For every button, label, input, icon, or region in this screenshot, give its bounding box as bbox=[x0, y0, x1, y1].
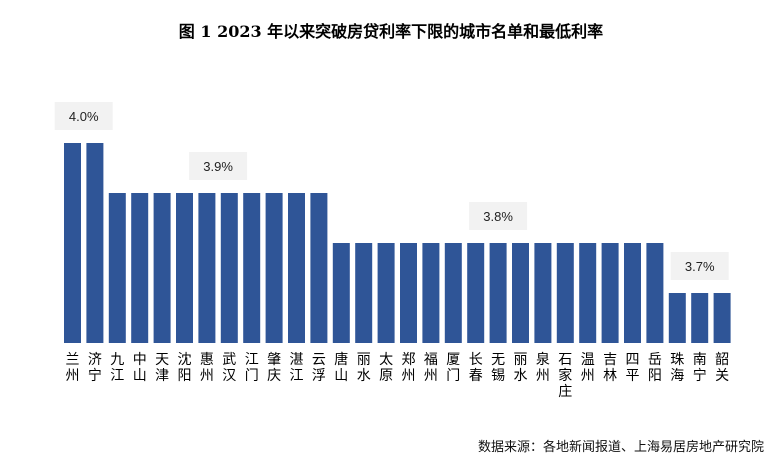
category-label: 沈阳 bbox=[178, 352, 192, 384]
bar bbox=[288, 193, 305, 343]
bar bbox=[556, 243, 574, 343]
bar bbox=[668, 293, 686, 343]
bar bbox=[601, 243, 619, 343]
chart-source: 数据来源：各地新闻报道、上海易居房地产研究院 bbox=[477, 440, 764, 455]
category-label: 珠海 bbox=[670, 352, 684, 384]
category-label: 天津 bbox=[155, 352, 169, 384]
category-label: 石家庄 bbox=[558, 352, 572, 400]
bar bbox=[355, 243, 373, 343]
data-label-box bbox=[670, 252, 729, 280]
data-label-box bbox=[469, 202, 528, 230]
bar bbox=[489, 243, 507, 343]
category-label: 厦门 bbox=[446, 352, 460, 384]
category-labels: 兰州济宁九江中山天津沈阳惠州武汉江门肇庆湛江云浮唐山丽水太原郑州福州厦门长春无锡… bbox=[66, 351, 730, 400]
category-label: 济宁 bbox=[88, 352, 102, 384]
category-label: 福州 bbox=[424, 352, 438, 384]
data-label: 3.9% bbox=[203, 159, 233, 174]
bar bbox=[646, 243, 664, 343]
bar bbox=[310, 193, 328, 343]
bar bbox=[176, 193, 193, 343]
bar bbox=[624, 243, 641, 343]
bar bbox=[131, 193, 149, 343]
category-label: 惠州 bbox=[200, 352, 214, 384]
category-label: 九江 bbox=[110, 352, 124, 384]
category-label: 岳阳 bbox=[648, 352, 662, 384]
bars-group bbox=[64, 143, 731, 343]
category-label: 吉林 bbox=[603, 352, 617, 384]
category-label: 温州 bbox=[581, 352, 595, 384]
category-label: 丽水 bbox=[514, 352, 528, 384]
bar bbox=[691, 293, 709, 343]
bar bbox=[86, 143, 104, 343]
category-label: 中山 bbox=[133, 352, 147, 384]
bar bbox=[153, 193, 171, 343]
data-label-box bbox=[189, 152, 248, 180]
category-label: 肇庆 bbox=[267, 352, 281, 384]
category-label: 武汉 bbox=[222, 352, 236, 384]
bar bbox=[534, 243, 552, 343]
bar bbox=[243, 193, 261, 343]
category-label: 云浮 bbox=[312, 352, 326, 384]
bar bbox=[198, 193, 216, 343]
category-label: 丽水 bbox=[357, 352, 371, 384]
category-label: 长春 bbox=[469, 352, 483, 384]
category-label: 泉州 bbox=[536, 351, 550, 384]
bar bbox=[377, 243, 395, 343]
bar bbox=[265, 193, 283, 343]
bar bbox=[713, 293, 731, 343]
category-label: 四平 bbox=[626, 352, 640, 384]
category-label: 郑州 bbox=[402, 352, 416, 384]
data-label-box bbox=[54, 102, 113, 130]
category-label: 唐山 bbox=[334, 351, 348, 384]
bar bbox=[444, 243, 462, 343]
bar bbox=[400, 243, 417, 343]
category-label: 兰州 bbox=[66, 352, 80, 384]
category-label: 韶关 bbox=[715, 352, 729, 384]
data-label: 3.7% bbox=[685, 259, 715, 274]
bar bbox=[422, 243, 440, 343]
bar bbox=[467, 243, 485, 343]
bar bbox=[108, 193, 126, 343]
category-label: 无锡 bbox=[491, 352, 505, 384]
group-labels: 4.0% 3.9% 3.8% 3.7% bbox=[54, 102, 729, 280]
bar bbox=[512, 243, 529, 343]
category-label: 江门 bbox=[245, 352, 259, 384]
bar bbox=[579, 243, 597, 343]
data-label: 4.0% bbox=[69, 109, 99, 124]
category-label: 太原 bbox=[379, 352, 393, 384]
data-label: 3.8% bbox=[483, 209, 513, 224]
bar bbox=[64, 143, 81, 343]
category-label: 南宁 bbox=[693, 352, 707, 384]
bar bbox=[332, 243, 350, 343]
category-label: 湛江 bbox=[290, 352, 304, 384]
bar bbox=[220, 193, 238, 343]
chart-title: 图 1 2023 年以来突破房贷利率下限的城市名单和最低利率 bbox=[178, 22, 604, 41]
